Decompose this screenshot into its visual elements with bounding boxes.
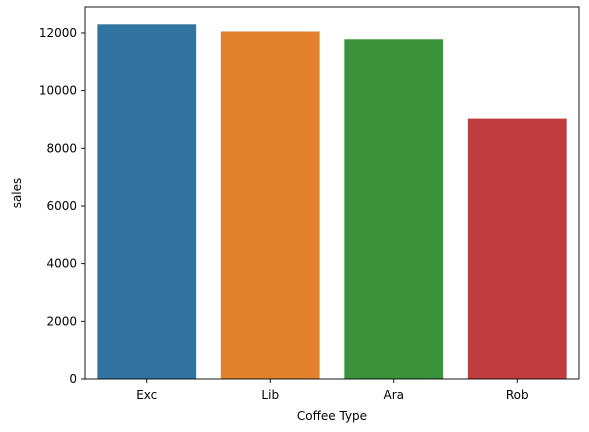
y-tick-label: 8000 — [46, 141, 77, 155]
y-tick-label: 4000 — [46, 257, 77, 271]
x-axis-ticks: Exc Lib Ara Rob — [136, 379, 529, 402]
bar-lib — [220, 31, 320, 379]
bar-rob — [467, 118, 567, 379]
plot-frame — [84, 6, 580, 380]
y-tick-label: 12000 — [39, 26, 77, 40]
bar-ara — [344, 39, 444, 380]
bars-group — [97, 24, 567, 380]
x-axis-label: Coffee Type — [297, 409, 367, 423]
y-axis-ticks: 0 2000 4000 6000 8000 10000 12000 — [39, 26, 85, 386]
x-tick-label: Lib — [261, 388, 279, 402]
y-tick-label: 0 — [69, 372, 77, 386]
y-axis-label: sales — [10, 178, 24, 209]
y-tick-label: 6000 — [46, 199, 77, 213]
x-tick-label: Exc — [136, 388, 157, 402]
y-tick-label: 10000 — [39, 84, 77, 98]
x-tick-label: Rob — [506, 388, 529, 402]
y-tick-label: 2000 — [46, 314, 77, 328]
bar-exc — [97, 24, 197, 379]
x-tick-label: Ara — [384, 388, 405, 402]
